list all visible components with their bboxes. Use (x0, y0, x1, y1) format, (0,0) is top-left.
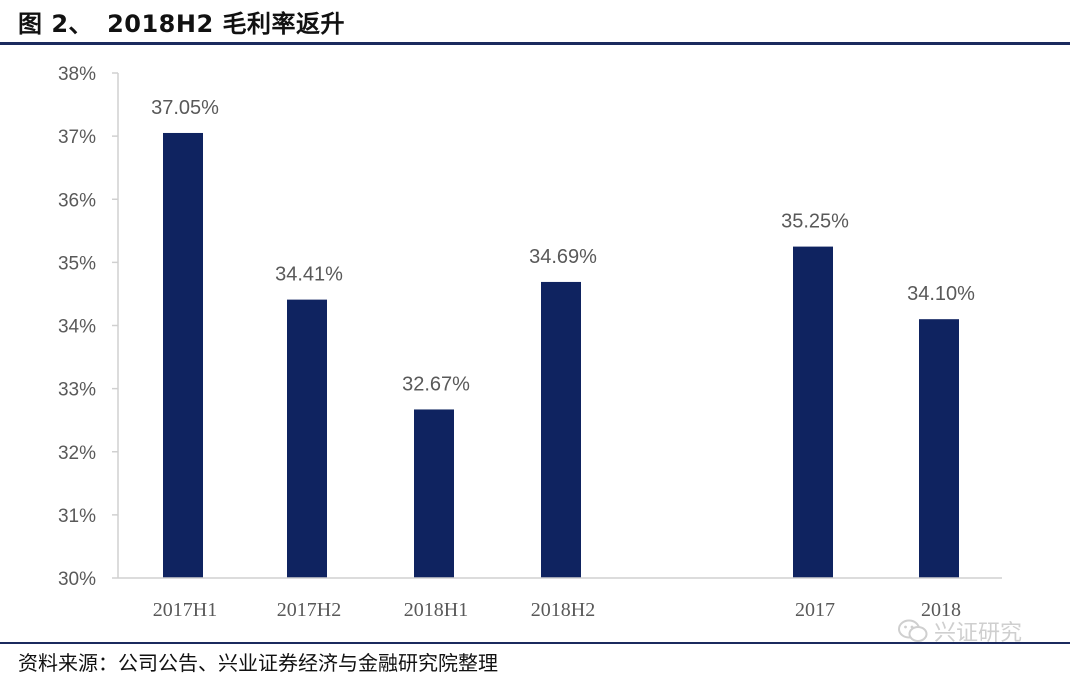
bar-2018h1 (414, 409, 454, 578)
watermark-text: 兴证研究 (934, 621, 1023, 646)
x-tick-label: 2017 (795, 599, 835, 621)
x-tick-label: 2018H1 (404, 599, 468, 621)
data-label: 37.05% (151, 97, 219, 119)
y-tick-label: 34% (58, 317, 96, 338)
top-rule (0, 42, 1070, 45)
bar-2017 (793, 246, 833, 578)
bottom-rule (0, 642, 1070, 644)
x-tick-label: 2017H2 (277, 599, 341, 621)
figure-title: 图 2、 2018H2 毛利率返升 (18, 2, 345, 40)
bar-2018h2 (541, 281, 581, 578)
wechat-icon (898, 618, 928, 644)
y-tick-label: 36% (58, 190, 96, 211)
bar-chart: 30% 31% 32% 33% 34% 35% 36% 37% 38% 37.05% 34.41%… (58, 64, 1002, 621)
data-label: 34.69% (529, 246, 597, 268)
y-tick-label: 37% (58, 127, 96, 148)
x-tick-label: 2018H2 (531, 599, 595, 621)
y-tick-label: 30% (58, 569, 96, 590)
data-label: 32.67% (402, 373, 470, 395)
chart-title: 2018H2 毛利率返升 (107, 9, 345, 38)
bar-2018 (919, 319, 959, 578)
watermark: 兴证研究 (898, 615, 1022, 647)
y-tick-label: 32% (58, 443, 96, 464)
bars (163, 132, 959, 578)
bar-2017h2 (287, 299, 327, 578)
data-label: 35.25% (781, 211, 849, 233)
x-tick-label: 2018 (921, 599, 961, 621)
y-tick-label: 38% (58, 64, 96, 85)
data-labels: 37.05% 34.41% 32.67% 34.69% 35.25% 34.10% (151, 97, 975, 395)
x-axis: 2017H1 2017H2 2018H1 2018H2 2017 2018 (118, 577, 1002, 621)
y-axis: 30% 31% 32% 33% 34% 35% 36% 37% 38% (58, 64, 119, 590)
data-label: 34.41% (275, 264, 343, 286)
y-tick-label: 31% (58, 506, 96, 527)
figure-label: 图 2、 (18, 9, 94, 38)
data-label: 34.10% (907, 283, 975, 305)
source-note: 资料来源：公司公告、兴业证券经济与金融研究院整理 (18, 651, 498, 675)
bar-2017h1 (163, 132, 203, 578)
x-tick-label: 2017H1 (153, 599, 217, 621)
y-tick-label: 35% (58, 253, 96, 274)
y-tick-label: 33% (58, 380, 96, 401)
